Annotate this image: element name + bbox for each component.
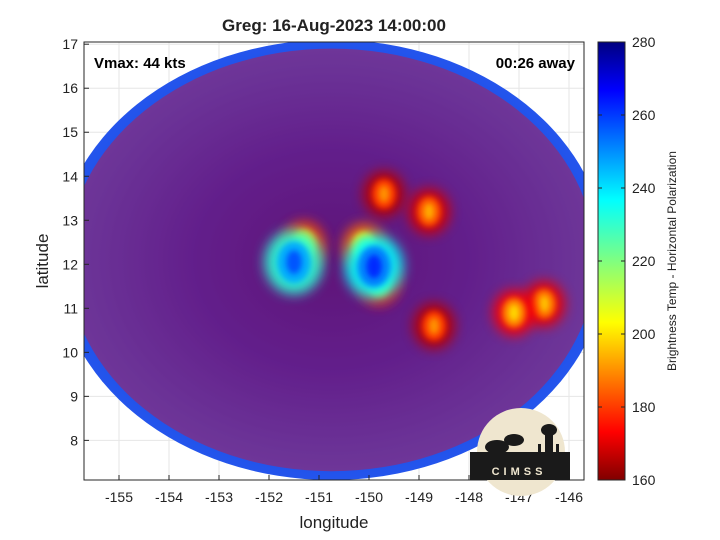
colorbar-tick-label: 280 xyxy=(632,34,656,50)
x-tick-label: -155 xyxy=(105,489,133,505)
colorbar-tick-label: 180 xyxy=(632,399,656,415)
warm-cell xyxy=(344,234,404,299)
x-tick-label: -154 xyxy=(155,489,183,505)
warm-cell xyxy=(264,229,324,295)
colorbar-tick-label: 260 xyxy=(632,107,656,123)
x-tick-label: -153 xyxy=(205,489,233,505)
warm-cell xyxy=(493,289,535,336)
cimss-logo: CIMSS xyxy=(470,408,570,496)
x-tick-label: -152 xyxy=(255,489,283,505)
x-axis-label: longitude xyxy=(299,513,368,532)
colorbar-ticks: 160 180 200 220 240 260 280 xyxy=(598,34,656,488)
time-away-annotation: 00:26 away xyxy=(496,55,576,72)
colorbar-tick-label: 200 xyxy=(632,326,656,342)
logo-text: CIMSS xyxy=(492,466,547,478)
colorbar: 160 180 200 220 240 260 280 Brightness Temp - … xyxy=(597,34,679,488)
colorbar-scale xyxy=(597,41,626,481)
x-tick-label: -148 xyxy=(455,489,483,505)
y-axis-label: latitude xyxy=(33,234,52,289)
y-tick-label: 14 xyxy=(62,168,78,184)
x-tick-label: -146 xyxy=(555,489,583,505)
y-tick-label: 16 xyxy=(62,80,78,96)
colorbar-tick-label: 220 xyxy=(632,253,656,269)
brightness-temp-swath xyxy=(84,42,584,480)
y-tick-label: 10 xyxy=(62,344,78,360)
y-tick-label: 15 xyxy=(62,124,78,140)
swath-background xyxy=(84,42,584,480)
y-axis: 8 9 10 11 12 13 14 15 16 17 xyxy=(62,36,89,448)
y-tick-label: 8 xyxy=(70,432,78,448)
y-tick-label: 12 xyxy=(62,256,78,272)
x-tick-label: -150 xyxy=(355,489,383,505)
vmax-annotation: Vmax: 44 kts xyxy=(94,55,186,72)
warm-cell xyxy=(413,302,455,349)
y-tick-label: 13 xyxy=(62,212,78,228)
colorbar-tick-label: 240 xyxy=(632,180,656,196)
y-tick-label: 9 xyxy=(70,388,78,404)
x-tick-label: -149 xyxy=(405,489,433,505)
colorbar-tick-label: 160 xyxy=(632,472,656,488)
y-tick-label: 11 xyxy=(63,300,78,316)
y-tick-label: 17 xyxy=(62,36,78,52)
swath-fill xyxy=(84,48,584,472)
x-tick-label: -151 xyxy=(305,489,333,505)
chart-title: Greg: 16-Aug-2023 14:00:00 xyxy=(222,16,446,35)
colorbar-label: Brightness Temp - Horizontal Polarizatio… xyxy=(665,151,679,371)
plot-area: 8 9 10 11 12 13 14 15 16 17 -155 -154 -153 -152 -151 -… xyxy=(62,36,585,505)
warm-cell xyxy=(363,170,405,217)
warm-cell xyxy=(408,188,450,235)
